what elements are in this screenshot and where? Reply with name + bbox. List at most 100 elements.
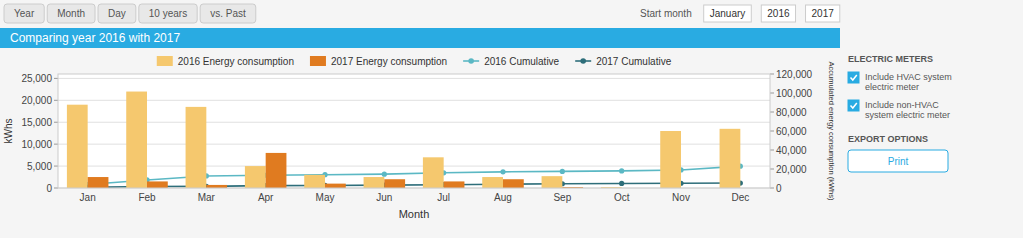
legend-swatch	[157, 56, 173, 66]
x-tick-label: Nov	[672, 192, 690, 203]
bar	[503, 179, 524, 188]
legend: 2016 Energy consumption 2017 Energy consu…	[157, 56, 672, 67]
tab-label[interactable]: Month	[57, 8, 85, 19]
print-button[interactable]: Print	[848, 150, 948, 172]
bar	[364, 177, 385, 188]
y-axis-label: kWhs	[3, 119, 14, 144]
print-button-box[interactable]	[848, 150, 948, 172]
plot-frame	[58, 74, 770, 188]
line	[88, 183, 741, 187]
bar	[304, 175, 325, 188]
x-tick-label: Sep	[553, 192, 571, 203]
background	[0, 0, 1023, 238]
bar	[126, 92, 147, 188]
tick-mark	[770, 131, 774, 132]
tick-mark	[770, 112, 774, 113]
tab[interactable]: 10 years	[139, 4, 197, 23]
bar	[660, 131, 681, 188]
text-line: Include non-HVAC	[865, 100, 939, 110]
bar	[444, 181, 465, 188]
legend-label: 2016 Energy consumption	[178, 56, 294, 67]
y2-tick-label: 100,000	[776, 88, 813, 99]
selector[interactable]: 2016	[761, 5, 795, 22]
x-tick-label: Jan	[80, 192, 96, 203]
line-marker	[560, 169, 565, 174]
bar	[423, 157, 444, 188]
y-tick-label: 10,000	[21, 139, 52, 150]
tab[interactable]: Day	[98, 4, 136, 23]
legend-label: 2017 Energy consumption	[331, 56, 447, 67]
start-month-label: Start month	[640, 8, 692, 19]
selector-box[interactable]	[704, 5, 752, 22]
line	[88, 166, 741, 184]
print-button-label[interactable]: Print	[888, 156, 909, 167]
selector[interactable]: January	[704, 5, 752, 22]
tab[interactable]: Month	[47, 4, 95, 23]
selector-box[interactable]	[806, 5, 840, 22]
tick-mark	[54, 122, 58, 123]
y-tick-label: 25,000	[21, 73, 52, 84]
tab-label[interactable]: Year	[14, 8, 35, 19]
selector-value[interactable]: 2017	[812, 8, 835, 19]
line-marker	[382, 172, 387, 177]
title: Comparing year 2016 with 2017	[10, 31, 180, 45]
bar	[266, 153, 287, 188]
header-bar	[0, 28, 840, 48]
checkbox-label[interactable]: Include HVAC systemelectric meter	[865, 72, 952, 92]
tab-label[interactable]: vs. Past	[210, 8, 246, 19]
tab[interactable]: Year	[4, 4, 44, 23]
line-marker	[619, 181, 624, 186]
bar	[325, 184, 346, 188]
tab-box[interactable]	[47, 4, 95, 23]
legend-label: 2016 Cumulative	[484, 56, 559, 67]
x-axis-label: Month	[399, 208, 430, 220]
x-tick-label: Feb	[138, 192, 156, 203]
x-tick-label: May	[316, 192, 335, 203]
x-tick-label: Aug	[494, 192, 512, 203]
checkbox-check[interactable]	[851, 103, 857, 108]
line-marker	[500, 169, 505, 174]
x-tick-label: Apr	[258, 192, 274, 203]
tab-box[interactable]	[139, 4, 197, 23]
tab-box[interactable]	[4, 4, 44, 23]
bar	[67, 105, 88, 188]
tick-mark	[54, 166, 58, 167]
selector-value[interactable]: 2016	[767, 8, 790, 19]
tick-mark	[54, 144, 58, 145]
selector-box[interactable]	[761, 5, 795, 22]
bar	[482, 177, 503, 188]
tick-mark	[54, 188, 58, 189]
x-tick-label: Mar	[198, 192, 216, 203]
tick-mark	[770, 169, 774, 170]
checkbox-label[interactable]: Include non-HVACsystem electric meter	[865, 100, 950, 120]
checkbox[interactable]: Include non-HVACsystem electric meter	[848, 100, 950, 120]
x-tick-label: Jun	[376, 192, 392, 203]
y2-tick-label: 80,000	[776, 107, 807, 118]
tab-label[interactable]: Day	[108, 8, 126, 19]
checkbox-box[interactable]	[848, 72, 859, 83]
tick-mark	[770, 150, 774, 151]
grid-line	[58, 122, 770, 123]
legend-swatch	[310, 56, 326, 66]
tab[interactable]: vs. Past	[200, 4, 256, 23]
selector-value[interactable]: January	[710, 8, 746, 19]
selector[interactable]: 2017	[806, 5, 840, 22]
y2-tick-label: 120,000	[776, 69, 813, 80]
x-tick-label: Jul	[437, 192, 450, 203]
x-tick-label: Oct	[614, 192, 630, 203]
y2-tick-label: 60,000	[776, 126, 807, 137]
checkbox[interactable]: Include HVAC systemelectric meter	[848, 72, 952, 92]
tab-label[interactable]: 10 years	[149, 8, 187, 19]
bar	[147, 181, 168, 188]
checkbox-box[interactable]	[848, 100, 859, 111]
checkbox-check[interactable]	[851, 75, 857, 80]
y-tick-label: 0	[46, 183, 52, 194]
tab-box[interactable]	[98, 4, 136, 23]
tick-mark	[770, 93, 774, 94]
legend-label: 2017 Cumulative	[596, 56, 671, 67]
bar	[720, 129, 741, 188]
y-tick-label: 20,000	[21, 95, 52, 106]
tab-box[interactable]	[200, 4, 256, 23]
y-tick-label: 5,000	[27, 161, 52, 172]
plot-area	[58, 74, 770, 188]
